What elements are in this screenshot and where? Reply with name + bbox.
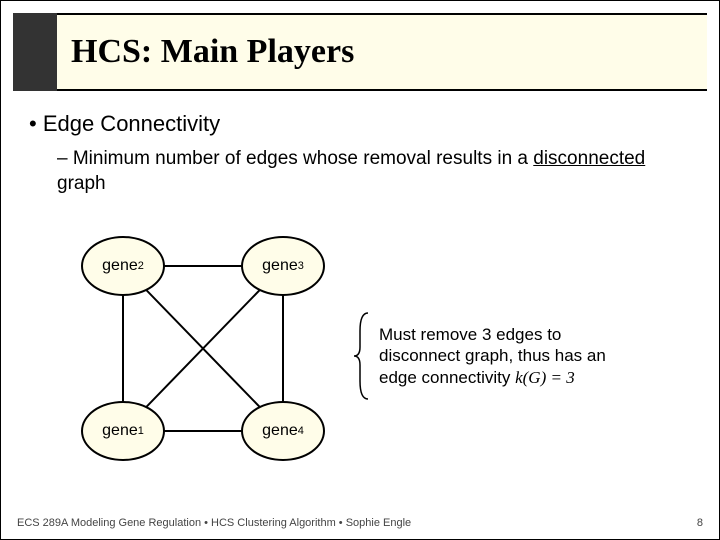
graph-node-gene3: gene3 xyxy=(241,236,325,296)
annotation-line2: disconnect graph, thus has an xyxy=(379,346,606,365)
annotation-text: Must remove 3 edges to disconnect graph,… xyxy=(373,324,606,388)
footer-left: ECS 289A Modeling Gene Regulation • HCS … xyxy=(17,517,411,529)
footer-right: 8 xyxy=(697,517,703,529)
title-bar: HCS: Main Players xyxy=(13,13,707,91)
footer: ECS 289A Modeling Gene Regulation • HCS … xyxy=(17,517,703,529)
title-text-box: HCS: Main Players xyxy=(57,13,707,91)
bullet-sub-prefix: – Minimum number of edges whose removal … xyxy=(57,148,533,169)
graph-node-gene1: gene1 xyxy=(81,401,165,461)
bullet-sub-suffix: graph xyxy=(57,173,106,194)
graph-node-gene4: gene4 xyxy=(241,401,325,461)
bullet-main: • Edge Connectivity xyxy=(29,111,691,137)
annotation-line1: Must remove 3 edges to xyxy=(379,325,561,344)
content-area: • Edge Connectivity – Minimum number of … xyxy=(29,111,691,196)
annotation-line3-prefix: edge connectivity xyxy=(379,368,515,387)
title-accent-square xyxy=(13,13,57,91)
slide-title: HCS: Main Players xyxy=(71,33,354,71)
bullet-sub-underlined: disconnected xyxy=(533,148,645,169)
graph-diagram: gene2 gene3 gene1 gene4 xyxy=(61,226,361,486)
graph-node-gene2: gene2 xyxy=(81,236,165,296)
annotation-kg: k(G) = 3 xyxy=(515,368,575,387)
annotation-block: Must remove 3 edges to disconnect graph,… xyxy=(351,311,681,401)
bullet-sub: – Minimum number of edges whose removal … xyxy=(57,147,691,196)
